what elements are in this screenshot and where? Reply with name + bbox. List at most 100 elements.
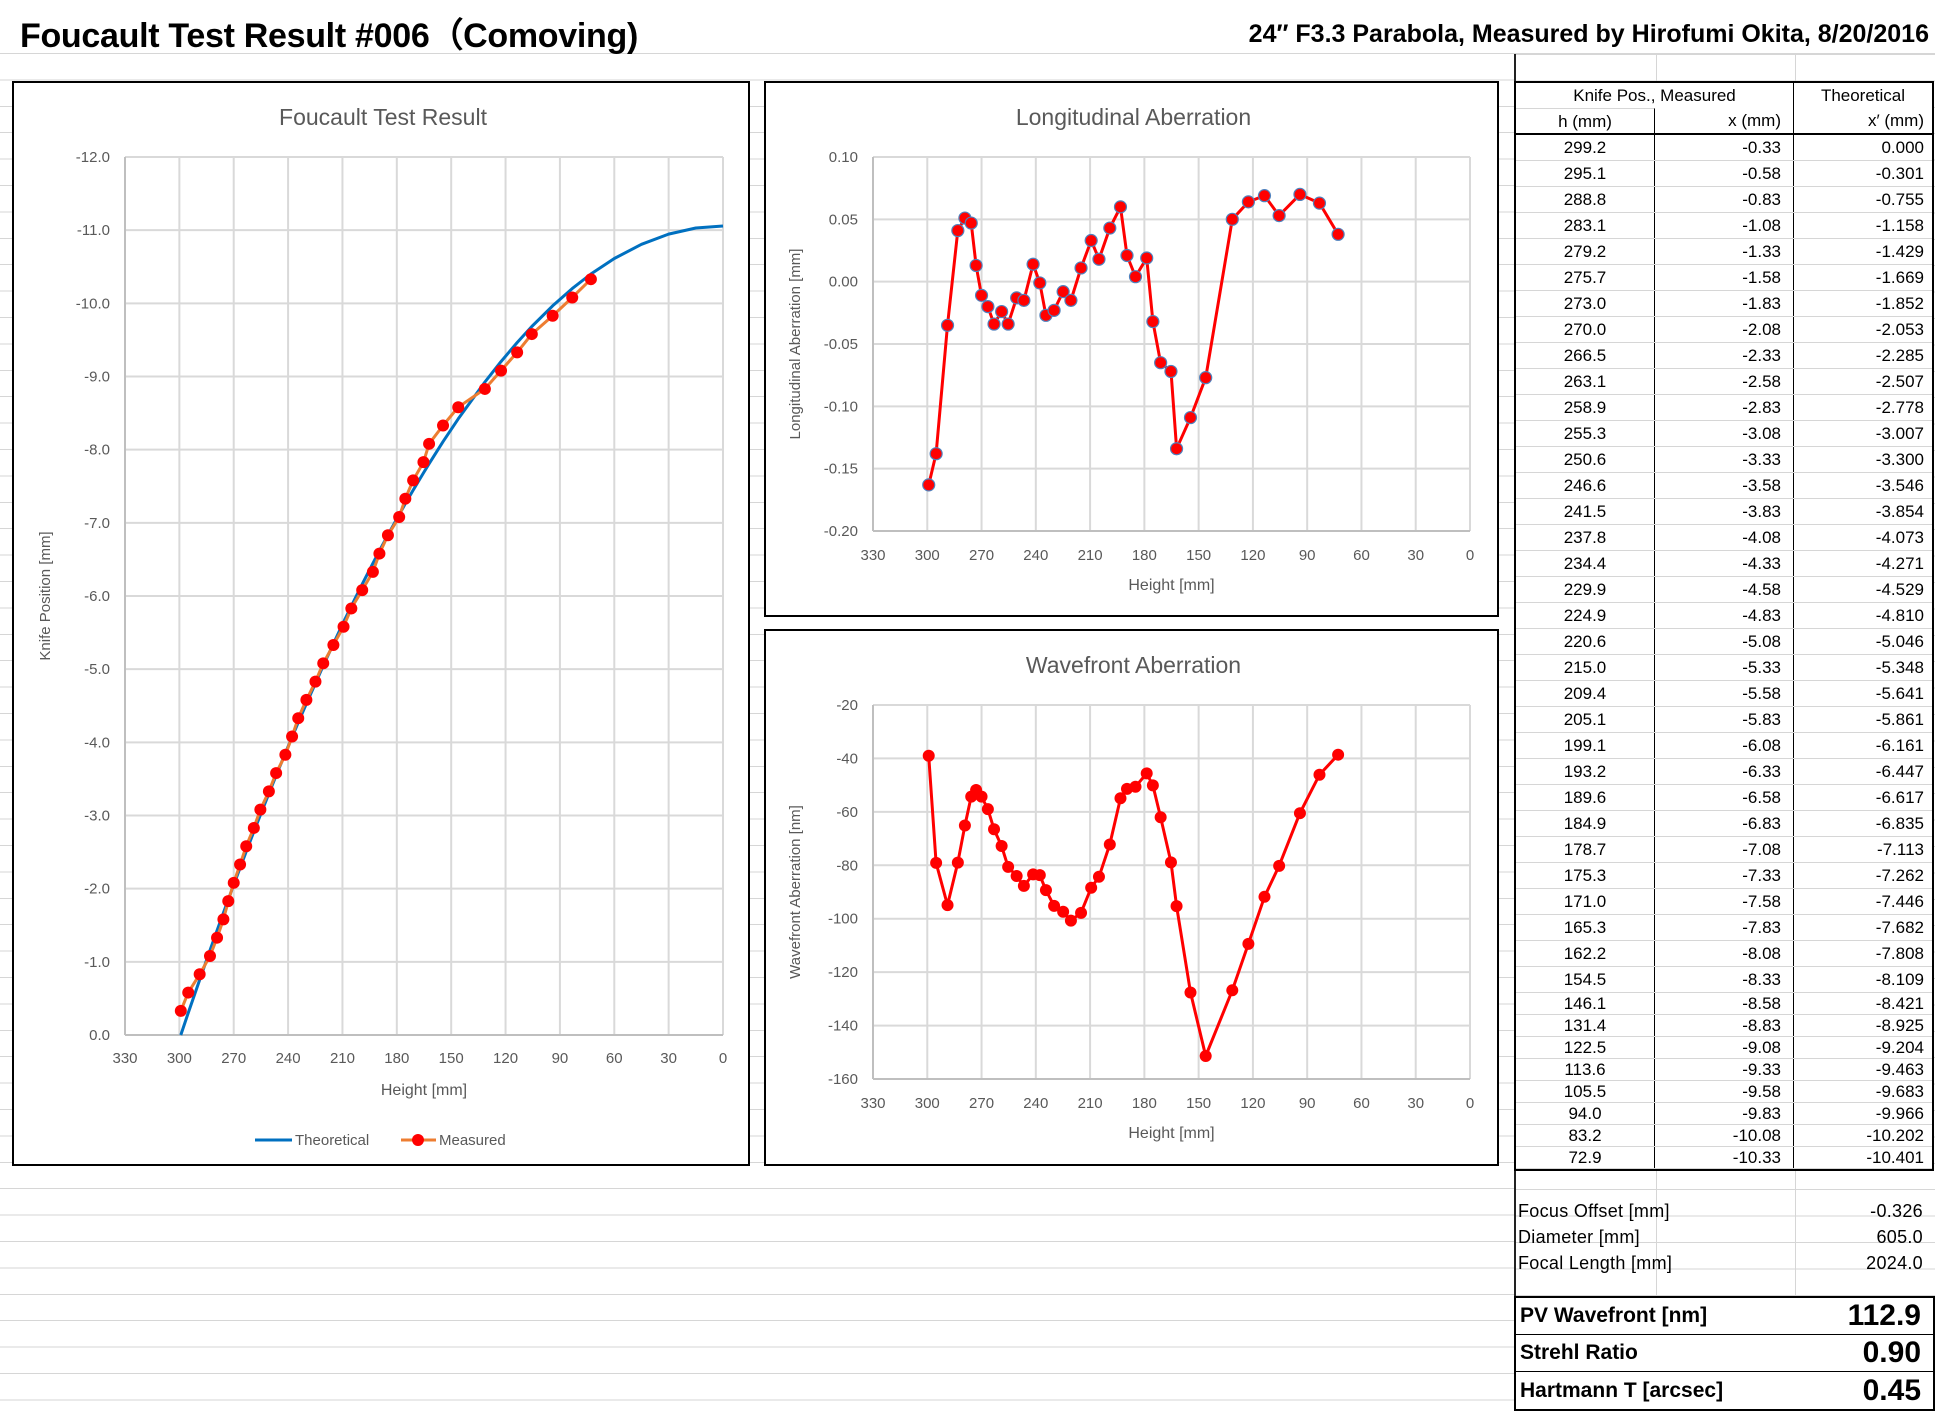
data-point: [1002, 860, 1015, 873]
cell-x-measured: -5.08: [1655, 629, 1794, 654]
cell-h: 72.9: [1516, 1147, 1655, 1168]
y-tick-label: -0.10: [824, 398, 858, 415]
cell-x-measured: -3.58: [1655, 473, 1794, 498]
cell-x-theoretical: -1.669: [1875, 268, 1924, 287]
data-point: [1103, 221, 1117, 235]
cell-h: 205.1: [1516, 707, 1655, 732]
cell-x-theoretical: -10.401: [1866, 1148, 1924, 1167]
cell-x-measured: -1.33: [1655, 239, 1794, 264]
x-tick-label: 180: [1132, 547, 1157, 564]
data-point: [1039, 884, 1052, 897]
y-tick-label: -7.0: [84, 515, 110, 532]
x-tick-label: 90: [1299, 547, 1316, 564]
focus-offset-row: Focus Offset [mm] -0.326: [1518, 1201, 1923, 1222]
cell-x-theoretical: -1.158: [1875, 216, 1924, 235]
data-point: [1293, 187, 1307, 202]
x-tick-label: 240: [276, 1050, 301, 1067]
cell-h: 229.9: [1516, 577, 1655, 602]
pv-wavefront-row: PV Wavefront [nm] 112.9: [1516, 1298, 1933, 1335]
data-point: [1017, 293, 1031, 307]
table-row: 220.6 -5.08 -5.046: [1516, 629, 1932, 655]
data-point: [546, 309, 559, 322]
data-point: [203, 949, 216, 962]
cell-x-theoretical: 0.000: [1881, 138, 1924, 157]
longitudinal-aberration-chart[interactable]: Longitudinal Aberration 330 300 270 240 210 18…: [764, 81, 1499, 617]
cell-x-measured: -10.33: [1655, 1147, 1794, 1168]
data-point: [1033, 276, 1047, 290]
diameter-label: Diameter [mm]: [1518, 1227, 1640, 1247]
x-axis-title: Height [mm]: [1128, 577, 1214, 594]
data-point: [1146, 314, 1160, 329]
cell-x-theoretical: -9.204: [1875, 1038, 1924, 1057]
x-tick-label: 300: [915, 547, 940, 564]
data-point: [1085, 881, 1098, 894]
data-point: [995, 840, 1008, 853]
page-title: Foucault Test Result #006（Comoving): [20, 17, 638, 55]
data-point: [174, 1004, 187, 1017]
y-tick-label: -5.0: [84, 661, 110, 678]
x-tick-label: 150: [1186, 547, 1211, 564]
cell-x-measured: -2.08: [1655, 317, 1794, 342]
data-point: [1226, 984, 1239, 997]
x-tick-label: 330: [112, 1050, 137, 1067]
table-row: 105.5 -9.58 -9.683: [1516, 1081, 1932, 1103]
data-point: [1047, 303, 1061, 317]
data-point: [981, 803, 994, 816]
data-point: [969, 258, 983, 273]
cell-h: 263.1: [1516, 369, 1655, 394]
table-group-header: Knife Pos., Measured Theoretical: [1516, 83, 1932, 108]
data-point: [1183, 410, 1198, 425]
cell-h: 83.2: [1516, 1125, 1655, 1146]
data-point: [1129, 780, 1142, 793]
cell-x-theoretical: -2.507: [1875, 372, 1924, 391]
y-tick-label: -8.0: [84, 442, 110, 459]
table-row: 113.6 -9.33 -9.463: [1516, 1059, 1932, 1081]
cell-x-measured: -5.33: [1655, 655, 1794, 680]
data-point: [974, 288, 989, 302]
cell-h: 162.2: [1516, 941, 1655, 966]
cell-x-theoretical: -7.113: [1877, 840, 1924, 859]
data-point: [1001, 317, 1015, 331]
data-point: [1332, 748, 1345, 761]
table-row: 199.1 -6.08 -6.161: [1516, 733, 1932, 759]
data-point: [1312, 196, 1327, 210]
table-row: 83.2 -10.08 -10.202: [1516, 1125, 1932, 1147]
x-tick-label: 330: [860, 1095, 885, 1112]
data-point: [279, 748, 292, 761]
data-point: [1273, 859, 1286, 872]
data-point: [525, 328, 538, 341]
x-tick-label: 210: [1078, 547, 1103, 564]
cell-h: 171.0: [1516, 889, 1655, 914]
cell-h: 279.2: [1516, 239, 1655, 264]
cell-x-theoretical: -7.262: [1875, 866, 1924, 885]
x-tick-label: 30: [660, 1050, 677, 1067]
data-point: [951, 223, 965, 238]
data-point: [981, 300, 995, 314]
foucault-test-chart[interactable]: Foucault Test Result 330 300 270 240 210 180 15…: [12, 81, 750, 1166]
data-point: [1064, 293, 1078, 307]
table-row: 131.4 -8.83 -8.925: [1516, 1015, 1932, 1037]
data-point: [1258, 890, 1271, 903]
y-tick-label: -9.0: [84, 369, 110, 386]
data-point: [1169, 442, 1184, 456]
data-point: [399, 492, 412, 505]
wavefront-aberration-chart[interactable]: Wavefront Aberration 330 300 270 240 210 180 15…: [764, 629, 1499, 1166]
cell-h: 295.1: [1516, 161, 1655, 186]
x-axis-title: Height [mm]: [1128, 1125, 1214, 1142]
y-tick-label: -20: [836, 697, 858, 714]
table-row: 229.9 -4.58 -4.529: [1516, 577, 1932, 603]
header-h: h (mm): [1516, 108, 1655, 133]
cell-h: 215.0: [1516, 655, 1655, 680]
table-row: 178.7 -7.08 -7.113: [1516, 837, 1932, 863]
cell-x-measured: -9.33: [1655, 1059, 1794, 1080]
cell-h: 189.6: [1516, 785, 1655, 810]
data-point: [1026, 257, 1040, 271]
data-point: [941, 899, 954, 912]
focus-offset-label: Focus Offset [mm]: [1518, 1201, 1670, 1221]
y-tick-label: 0.0: [89, 1027, 110, 1044]
cell-x-theoretical: -0.755: [1875, 190, 1924, 209]
cell-x-theoretical: -7.808: [1875, 944, 1924, 963]
table-row: 250.6 -3.33 -3.300: [1516, 447, 1932, 473]
data-point: [270, 767, 283, 780]
